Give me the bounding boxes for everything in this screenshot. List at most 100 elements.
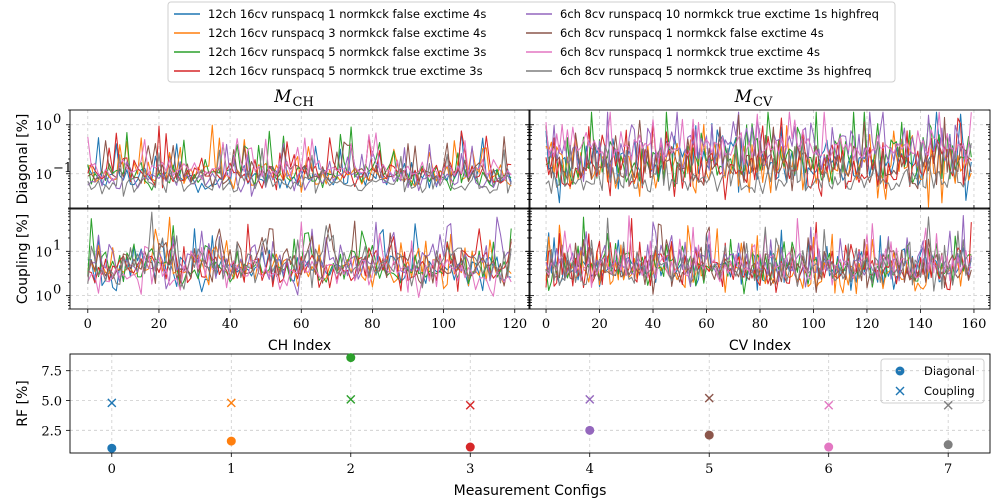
y-tick-label: 10 1 — [35, 238, 61, 260]
series-line-5 — [87, 136, 512, 188]
y-tick-label: 2.5 — [41, 424, 62, 439]
coupling-point — [226, 398, 236, 408]
legend-entry-label: 6ch 8cv runspacq 1 normkck true exctime … — [560, 45, 820, 59]
coupling-point — [465, 400, 475, 410]
y-tick-label: 10 −1 — [35, 161, 72, 183]
panel-title-mch: M CH — [273, 87, 314, 110]
legend-frame — [167, 1, 896, 83]
y-tick-label: 10 0 — [35, 112, 61, 134]
series-line-7 — [87, 211, 512, 290]
series-line-5 — [545, 114, 972, 192]
series-line-6 — [545, 215, 972, 288]
y-tick-label-base: 10 — [35, 245, 52, 260]
rf-legend-x-marker — [895, 386, 905, 396]
x-tick-label: 1 — [227, 462, 235, 477]
y-tick-label-exponent: 0 — [53, 283, 61, 298]
series-group-mch-1 — [87, 211, 512, 298]
x-tick-label: 0 — [108, 462, 116, 477]
y-tick-label: 10 0 — [35, 283, 61, 305]
legend-entry-label: 6ch 8cv runspacq 10 normkck true exctime… — [560, 7, 879, 21]
diagonal-point — [346, 353, 356, 363]
panel-title-main: M — [734, 87, 753, 107]
x-tick-label: 20 — [151, 317, 168, 332]
y-tick-label-base: 10 — [35, 168, 52, 183]
x-axis-label: CV Index — [729, 338, 791, 354]
series-group-mcv-1 — [545, 214, 972, 295]
panel-rf — [66, 353, 991, 457]
y-axis-label: Coupling [%] — [15, 214, 31, 304]
panel-titles: M CH M CV — [273, 87, 773, 110]
diagonal-point — [943, 440, 953, 450]
x-axis-label: CH Index — [268, 338, 331, 354]
x-tick-label: 40 — [222, 317, 239, 332]
coupling-point — [704, 393, 714, 403]
y-tick-label: 5.0 — [41, 395, 62, 410]
x-tick-label: 120 — [502, 317, 527, 332]
y-axis-label: Diagonal [%] — [15, 114, 31, 205]
x-tick-label: 80 — [752, 317, 769, 332]
x-tick-label: 0 — [542, 317, 550, 332]
y-axis-label: RF [%] — [15, 380, 31, 426]
series-legend: 12ch 16cv runspacq 1 normkck false excti… — [167, 1, 985, 404]
marks-layer — [87, 111, 972, 453]
series-line-7 — [545, 216, 972, 292]
y-tick-label-base: 10 — [35, 119, 52, 134]
panel-title-main: M — [273, 87, 292, 107]
panel-title-subscript: CH — [293, 95, 314, 110]
coupling-point-stroke — [824, 400, 834, 410]
x-tick-label: 0 — [84, 317, 92, 332]
rf-markers — [107, 353, 953, 453]
y-tick-label-exponent: 1 — [53, 238, 61, 253]
legend-entry-label: 6ch 8cv runspacq 5 normkck true exctime … — [560, 64, 872, 78]
panel-title-mcv: M CV — [734, 87, 773, 110]
x-tick-label: 60 — [293, 317, 310, 332]
series-line-6 — [545, 111, 972, 166]
x-tick-label: 7 — [944, 462, 952, 477]
series-group-mch-0 — [87, 124, 512, 197]
x-tick-label: 100 — [801, 317, 826, 332]
axes-frame — [69, 353, 991, 454]
diagonal-point — [704, 430, 714, 440]
x-tick-label: 100 — [431, 317, 456, 332]
coupling-point-stroke — [943, 400, 953, 410]
coupling-point-stroke — [465, 400, 475, 410]
series-line-5 — [87, 220, 512, 287]
legend-entry-label: 12ch 16cv runspacq 5 normkck false excti… — [208, 45, 486, 59]
coupling-point-stroke — [585, 394, 595, 404]
series-line-6 — [87, 132, 512, 184]
x-tick-label: 20 — [591, 317, 608, 332]
rf-legend-label: Diagonal — [924, 364, 975, 378]
x-tick-label: 80 — [364, 317, 381, 332]
x-tick-label: 2 — [347, 462, 355, 477]
x-tick-label: 120 — [855, 317, 880, 332]
rf-legend: Diagonal Coupling — [880, 358, 985, 404]
x-tick-label: 140 — [908, 317, 933, 332]
coupling-point — [107, 398, 117, 408]
x-tick-label: 40 — [645, 317, 662, 332]
series-group-mcv-0 — [545, 111, 972, 208]
x-tick-label: 60 — [698, 317, 715, 332]
coupling-point-stroke — [226, 398, 236, 408]
x-tick-label: 160 — [962, 317, 987, 332]
coupling-point — [943, 400, 953, 410]
diagonal-point — [585, 425, 595, 435]
coupling-point-stroke — [704, 393, 714, 403]
coupling-point-stroke — [346, 394, 356, 404]
x-tick-label: 3 — [466, 462, 474, 477]
legend-entry-label: 12ch 16cv runspacq 1 normkck false excti… — [208, 7, 486, 21]
x-axis-label: Measurement Configs — [454, 483, 607, 499]
y-tick-label-exponent: −1 — [53, 161, 72, 176]
diagonal-point — [465, 442, 475, 452]
axes-frame — [69, 208, 530, 310]
x-tick-label: 6 — [825, 462, 833, 477]
diagonal-point — [226, 436, 236, 446]
coupling-point — [824, 400, 834, 410]
rf-legend-label: Coupling — [924, 384, 975, 398]
x-tick-label: 4 — [586, 462, 594, 477]
panel-title-subscript: CV — [753, 95, 773, 110]
x-tick-label: 5 — [705, 462, 713, 477]
coupling-point — [585, 394, 595, 404]
legend-entry-label: 6ch 8cv runspacq 1 normkck false exctime… — [560, 26, 824, 40]
